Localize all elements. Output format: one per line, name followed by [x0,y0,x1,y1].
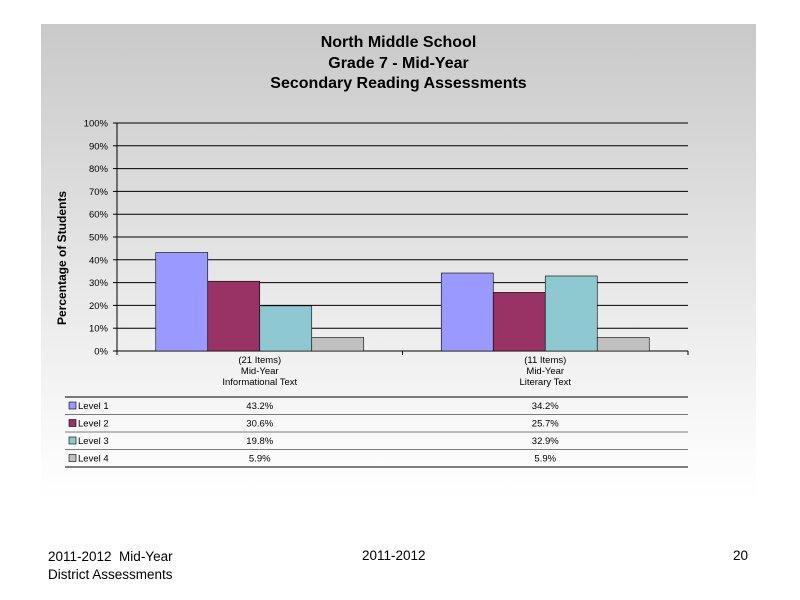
y-tick-label: 70% [89,187,109,198]
table-value: 43.2% [246,401,273,412]
y-tick-label: 100% [84,119,109,130]
legend-entry: Level 4 [78,454,109,465]
legend-entry: Level 3 [78,436,109,447]
legend-entry: Level 1 [78,401,109,412]
chart-title-line-1: North Middle School [320,34,477,51]
table-value: 19.8% [246,436,273,447]
y-tick-label: 10% [89,324,109,335]
y-tick-label: 60% [89,210,109,221]
table-value: 5.9% [249,454,271,465]
x-category-label: Literary Text [519,377,571,388]
y-tick-label: 80% [89,164,109,175]
table-value: 25.7% [532,419,559,430]
x-category-label: (11 Items) [524,355,566,366]
x-category-label: (21 Items) [238,355,281,366]
footer-left: 2011-2012 Mid-Year District Assessments [48,548,173,584]
footer-left-line-1: 2011-2012 Mid-Year [48,549,173,564]
x-category-label: Mid-Year [526,366,564,377]
footer-center: 2011-2012 [362,548,426,563]
x-category-label: Mid-Year [241,366,279,377]
legend-swatch [68,436,77,445]
bar-level-3 [544,275,598,352]
footer-left-line-2: District Assessments [48,567,173,582]
table-value: 34.2% [532,401,559,412]
chart-title-line-3: Secondary Reading Assessments [270,75,527,92]
chart-title-line-2: Grade 7 - Mid-Year [328,55,469,72]
y-tick-label: 40% [89,255,109,266]
legend-entry: Level 2 [78,419,109,430]
bar-level-3 [259,305,313,352]
bar-level-2 [207,280,261,352]
bar-level-1 [440,272,494,352]
y-tick-label: 0% [94,347,108,358]
y-tick-label: 90% [89,141,109,152]
legend-swatch [68,454,77,462]
table-value: 32.9% [532,436,559,447]
y-tick-label: 30% [89,278,109,289]
y-tick-label: 50% [89,233,109,244]
table-value: 30.6% [246,419,273,430]
bar-level-1 [155,252,209,352]
bar-level-2 [492,292,546,352]
y-tick-label: 20% [89,301,109,312]
legend-swatch [68,401,77,410]
x-category-label: Informational Text [222,377,297,388]
page-number: 20 [733,548,749,563]
table-value: 5.9% [534,454,556,465]
bar-level-4 [311,337,365,352]
legend-swatch [68,419,77,427]
bar-level-4 [596,337,650,352]
